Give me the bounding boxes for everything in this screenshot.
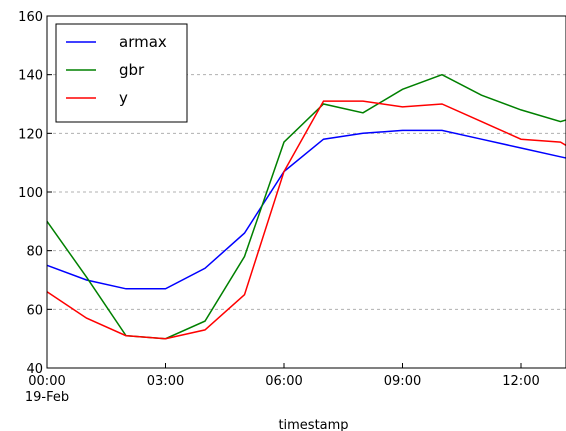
legend-box	[55, 23, 188, 123]
y-tick-label: 60	[26, 303, 43, 318]
legend-label-gbr: gbr	[119, 61, 145, 79]
y-axis: 40 60 80 100 120 140 160	[18, 10, 52, 377]
y-tick-label: 160	[18, 10, 43, 25]
series-line-armax	[46, 129, 566, 290]
x-tick-label: 03:00	[147, 374, 184, 389]
x-tick-label: 06:00	[265, 374, 302, 389]
y-tick-label: 80	[26, 245, 43, 260]
x-tick-label: 12:00	[502, 374, 539, 389]
series-lines	[46, 73, 566, 340]
y-tick-label: 140	[18, 69, 43, 84]
y-tick-label: 40	[26, 362, 43, 377]
legend: armax gbr y	[55, 23, 188, 123]
legend-label-armax: armax	[119, 33, 167, 51]
x-axis-title: timestamp	[278, 418, 348, 431]
x-date-label: 19-Feb	[25, 390, 69, 405]
x-tick-label: 09:00	[384, 374, 421, 389]
y-tick-label: 100	[18, 186, 43, 201]
series-line-gbr	[46, 73, 566, 340]
series-line-y	[46, 100, 566, 340]
x-tick-label: 00:00	[28, 374, 65, 389]
legend-label-y: y	[119, 89, 128, 107]
y-tick-label: 120	[18, 127, 43, 142]
